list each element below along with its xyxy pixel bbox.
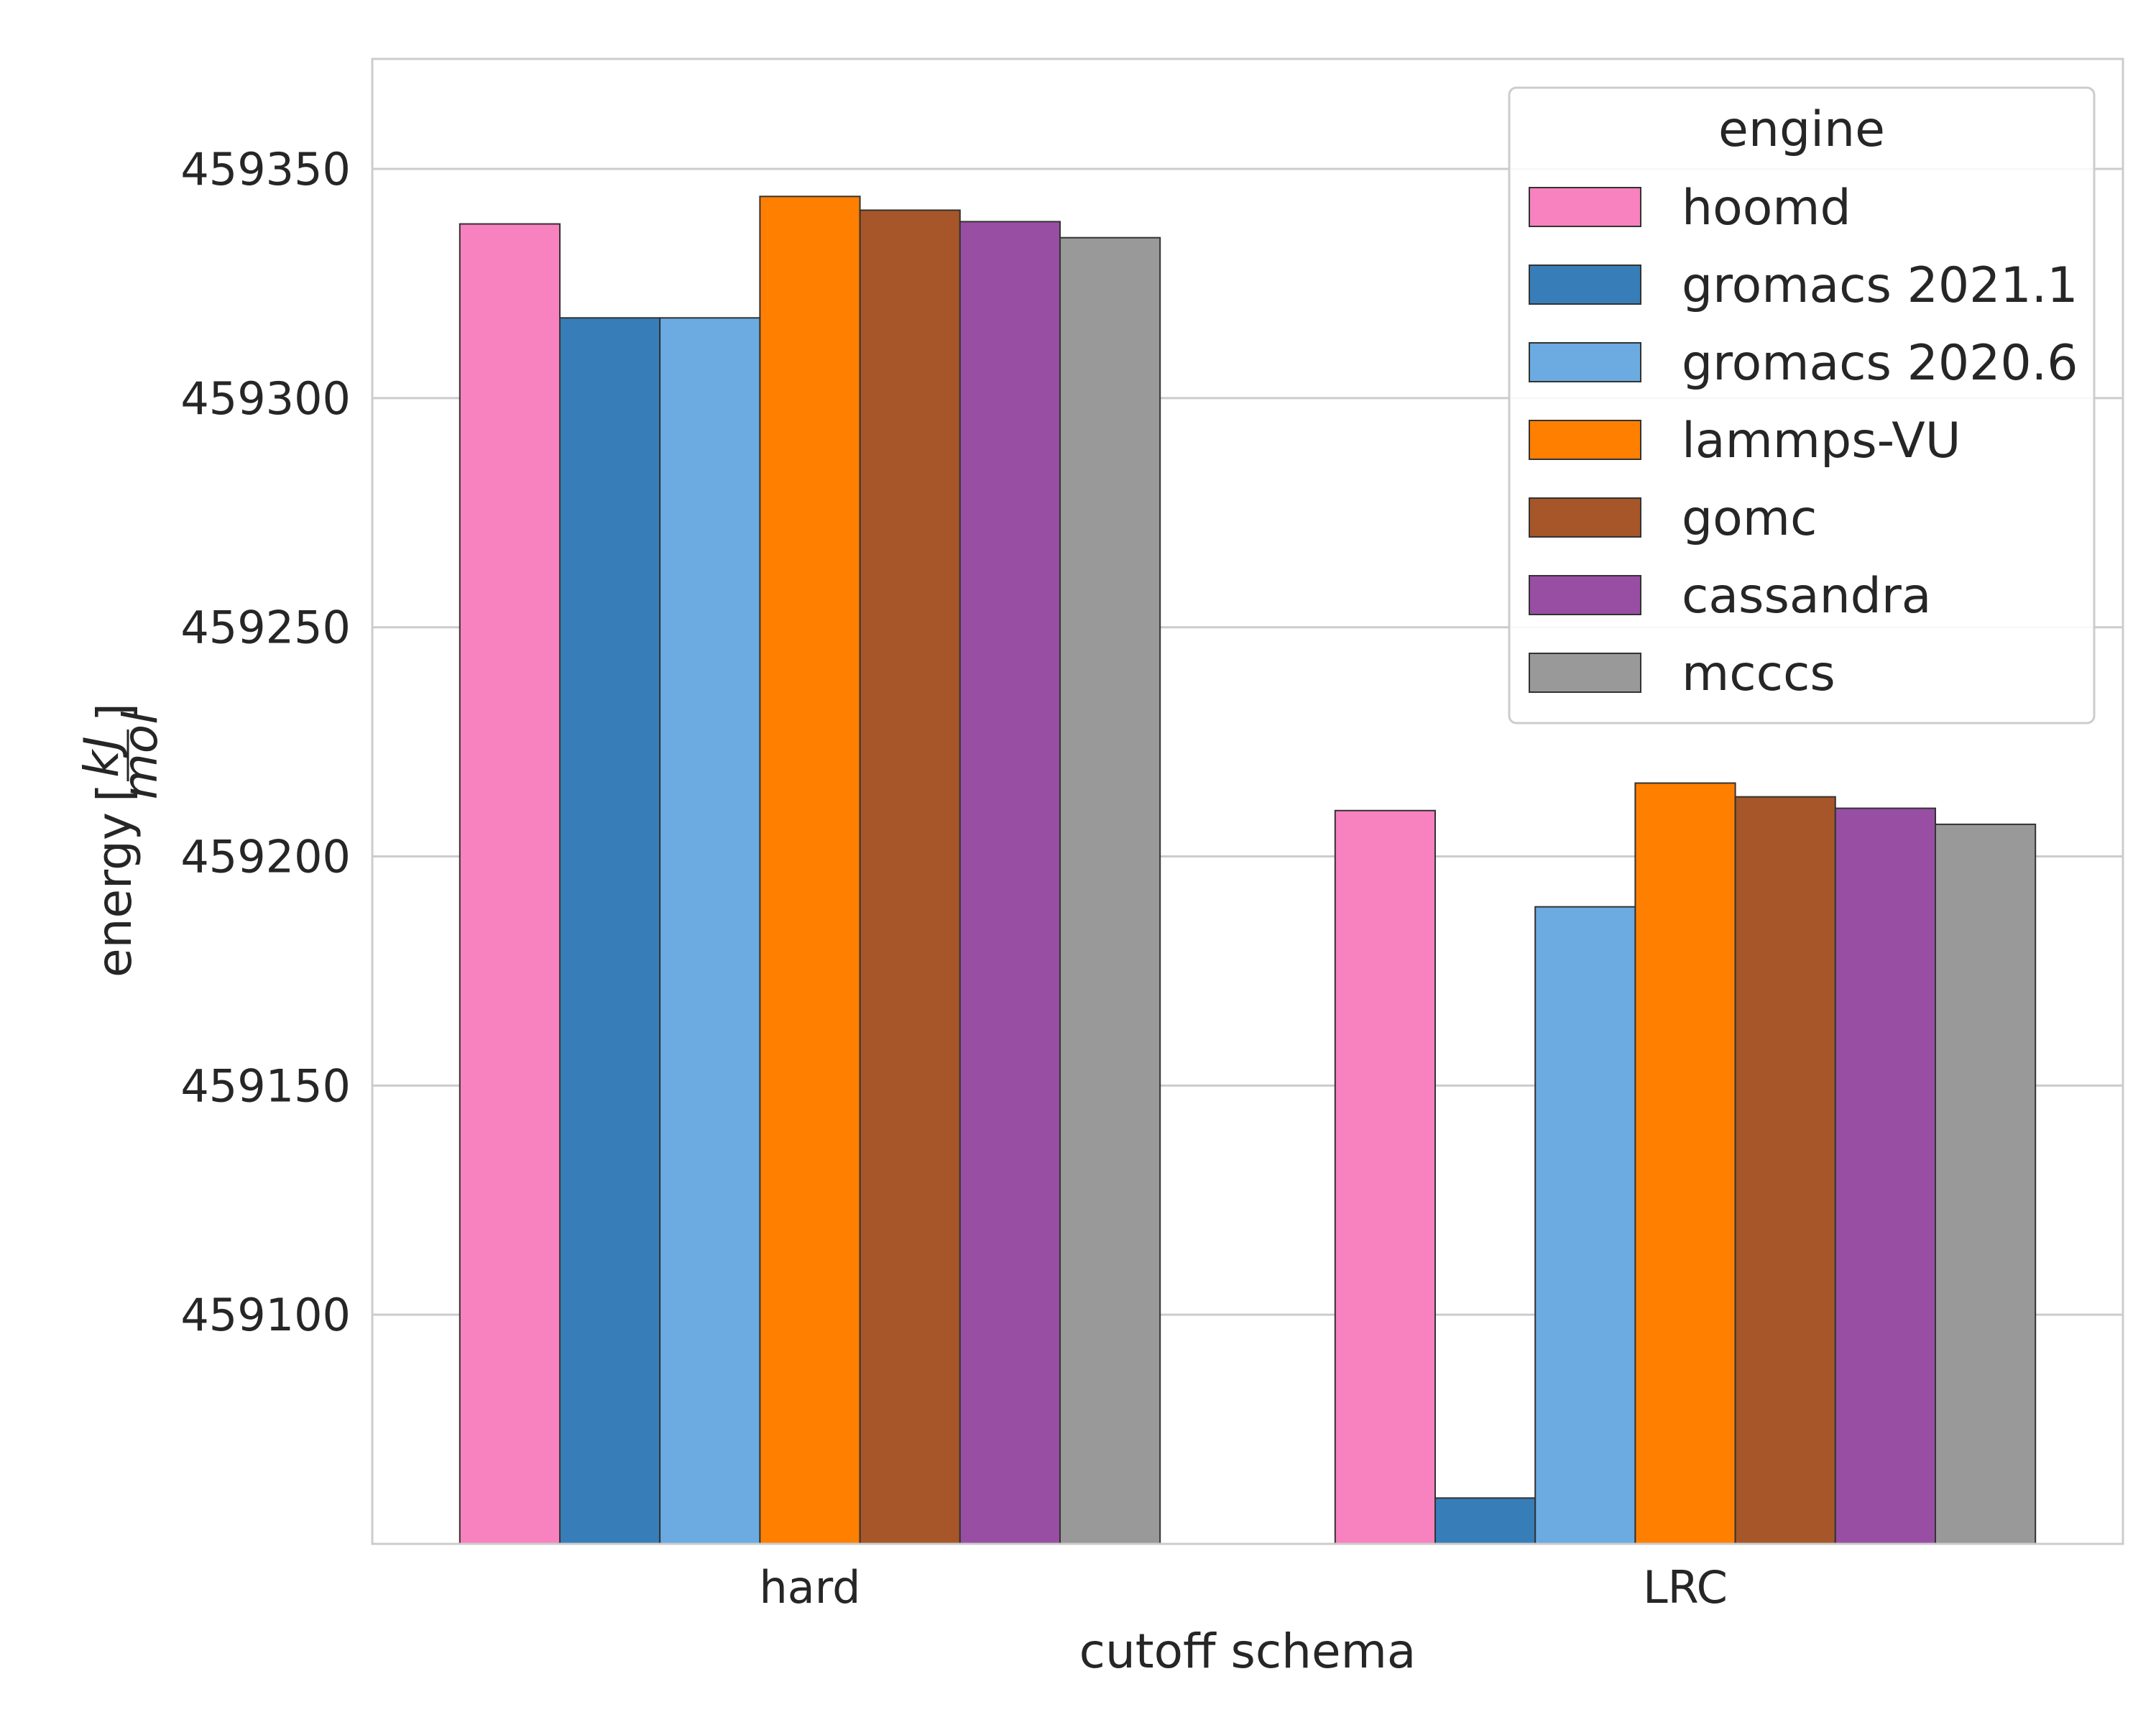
- legend-swatch: [1529, 497, 1641, 538]
- legend-label: hoomd: [1682, 180, 1851, 236]
- y-tick-labels: 459100 459150 459200 459250 459300 459350: [180, 143, 351, 1341]
- legend-swatch: [1529, 342, 1641, 382]
- bar-lrc-hoomd: [1334, 809, 1437, 1545]
- legend-swatch: [1529, 187, 1641, 227]
- y-tick-label: 459350: [180, 143, 351, 196]
- y-tick-label: 459100: [180, 1289, 351, 1341]
- legend-label: lammps-VU: [1682, 413, 1961, 469]
- y-axis-title-denominator: mol: [113, 711, 168, 800]
- legend-title: engine: [1718, 101, 1885, 158]
- legend-swatch: [1529, 653, 1641, 693]
- legend-label: gomc: [1682, 490, 1817, 547]
- legend: engine hoomd gromacs 2021.1 gromacs 2020.6…: [1508, 86, 2096, 724]
- x-tick-label: LRC: [1643, 1561, 1728, 1614]
- legend-swatch: [1529, 575, 1641, 615]
- legend-swatch: [1529, 264, 1641, 305]
- bars: [459, 196, 2037, 1545]
- legend-label: gromacs 2020.6: [1682, 335, 2078, 392]
- bar-hard-hoomd: [459, 223, 561, 1545]
- bar-hard-cassandra: [959, 221, 1061, 1545]
- legend-swatch: [1529, 420, 1641, 460]
- legend-label: gromacs 2021.1: [1682, 257, 2078, 314]
- plot-frame: [371, 58, 2124, 1545]
- bar-hard-lammps-vu: [759, 196, 861, 1545]
- y-tick-label: 459250: [180, 602, 351, 654]
- y-tick-label: 459200: [180, 831, 351, 883]
- bar-lrc-gromacs-2021-1: [1434, 1497, 1537, 1545]
- bar-hard-gomc: [859, 209, 961, 1545]
- bar-hard-gromacs-2021-1: [559, 317, 661, 1545]
- y-axis-title-bracket-close: ]: [87, 703, 142, 722]
- bar-lrc-mcccs: [1935, 823, 2037, 1545]
- y-tick-label: 459150: [180, 1059, 351, 1112]
- y-axis-title-bracket-open: [: [87, 783, 142, 802]
- legend-label: cassandra: [1682, 568, 1931, 625]
- y-axis-title-numerator: kJ: [74, 736, 129, 778]
- bar-lrc-lammps-vu: [1634, 782, 1736, 1545]
- x-tick-label: hard: [759, 1561, 860, 1614]
- legend-label: mcccs: [1682, 645, 1835, 702]
- legend-frame: [1508, 86, 2096, 724]
- legend-entries: hoomd gromacs 2021.1 gromacs 2020.6 lammps-…: [1529, 180, 2078, 702]
- x-axis-title: cutoff schema: [1079, 1624, 1416, 1679]
- y-axis-title-prefix: energy: [87, 812, 142, 978]
- bar-hard-mcccs: [1059, 236, 1161, 1545]
- bar-lrc-gomc: [1734, 796, 1836, 1545]
- bar-lrc-cassandra: [1834, 807, 1937, 1545]
- bar-lrc-gromacs-2020-6: [1534, 906, 1636, 1545]
- y-tick-label: 459300: [180, 372, 351, 425]
- x-tick-labels: hard LRC: [759, 1561, 1727, 1614]
- y-axis-title: energy [ kJ mol ]: [74, 703, 168, 978]
- bar-hard-gromacs-2020-6: [659, 317, 761, 1545]
